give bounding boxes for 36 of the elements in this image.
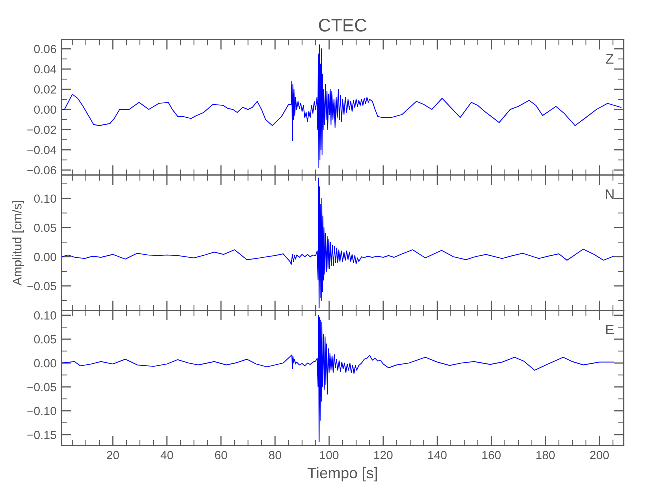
x-tick-label: 160 (482, 451, 501, 460)
y-tick-label: 0.04 (34, 65, 57, 74)
line-series (62, 315, 614, 443)
annotation: Z (606, 54, 614, 64)
line-series (62, 44, 622, 169)
x-axis-title: Tiempo [s] (308, 467, 378, 482)
x-tick-label: 40 (160, 451, 174, 460)
y-tick-label: −0.06 (28, 166, 56, 175)
x-tick-label: 200 (590, 451, 610, 460)
x-tick-label: 120 (374, 451, 393, 460)
y-tick-label: 0.00 (34, 106, 56, 114)
y-tick-label: −0.05 (28, 383, 56, 392)
y-tick-label: −0.15 (28, 431, 56, 440)
y-tick-label: 0.05 (34, 335, 56, 344)
x-tick-label: 80 (269, 451, 282, 460)
y-tick-label: 0.00 (34, 253, 56, 262)
y-tick-label: −0.05 (28, 282, 56, 291)
y-tick-label: −0.10 (28, 407, 56, 416)
chart-title: CTEC (319, 19, 367, 32)
x-tick-label: 140 (428, 451, 447, 460)
y-tick-label: 0.05 (34, 224, 56, 232)
line-series (62, 178, 614, 309)
y-tick-label: −0.04 (28, 146, 57, 154)
y-tick-label: 0.06 (34, 45, 56, 54)
x-tick-label: 100 (320, 451, 339, 460)
y-tick-label: 0.10 (34, 194, 56, 204)
x-tick-label: 20 (107, 451, 120, 460)
y-tick-label: 0.02 (34, 86, 56, 94)
y-tick-label: 0.10 (34, 311, 56, 320)
y-axis-title: Amplitud [cm/s] (12, 201, 24, 286)
y-tick-label: 0.00 (34, 359, 56, 368)
annotation: E (606, 325, 614, 335)
x-tick-label: 180 (536, 451, 555, 460)
annotation: N (606, 190, 614, 200)
x-tick-label: 60 (215, 451, 228, 460)
y-tick-label: −0.02 (28, 126, 56, 134)
